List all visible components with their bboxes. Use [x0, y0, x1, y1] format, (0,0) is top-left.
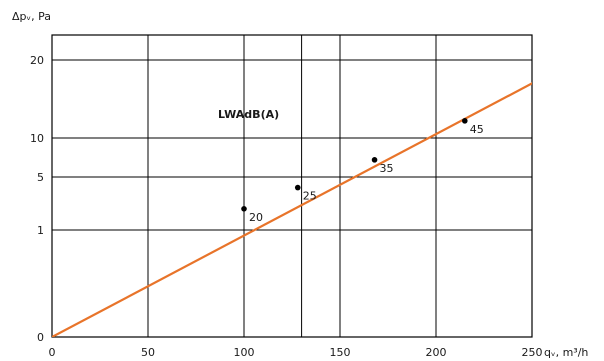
y-tick-label: 0 — [37, 331, 44, 344]
data-point — [294, 184, 301, 191]
data-point-label: 20 — [249, 211, 263, 224]
data-point-label: 35 — [380, 162, 394, 175]
data-point-label: 45 — [470, 123, 484, 136]
data-point — [371, 157, 378, 163]
y-axis-title: Δpᵥ, Pa — [12, 10, 51, 23]
x-tick-label: 200 — [426, 346, 447, 359]
y-tick-label: 5 — [37, 171, 44, 184]
series-layer — [52, 82, 532, 337]
plot-frame — [51, 34, 533, 338]
x-axis-title: qᵥ, m³/h — [544, 346, 588, 359]
data-point — [462, 118, 468, 124]
x-tick-labels: 0 50 100 150 200 250 — [49, 346, 543, 359]
series-line — [52, 82, 532, 337]
y-tick-labels: 0 1 5 10 20 — [30, 54, 44, 344]
labeled-points: 20 25 35 45 — [241, 118, 484, 224]
grid — [51, 34, 533, 338]
data-point — [241, 206, 247, 212]
y-tick-label: 1 — [37, 224, 44, 237]
y-tick-label: 10 — [30, 132, 44, 145]
chart-inner-title: LWAdB(A) — [218, 108, 279, 121]
y-tick-label: 20 — [30, 54, 44, 67]
x-tick-label: 0 — [49, 346, 56, 359]
x-tick-label: 100 — [234, 346, 255, 359]
x-tick-label: 250 — [522, 346, 543, 359]
data-point-label: 25 — [303, 190, 317, 203]
x-tick-label: 50 — [141, 346, 155, 359]
x-tick-label: 150 — [330, 346, 351, 359]
